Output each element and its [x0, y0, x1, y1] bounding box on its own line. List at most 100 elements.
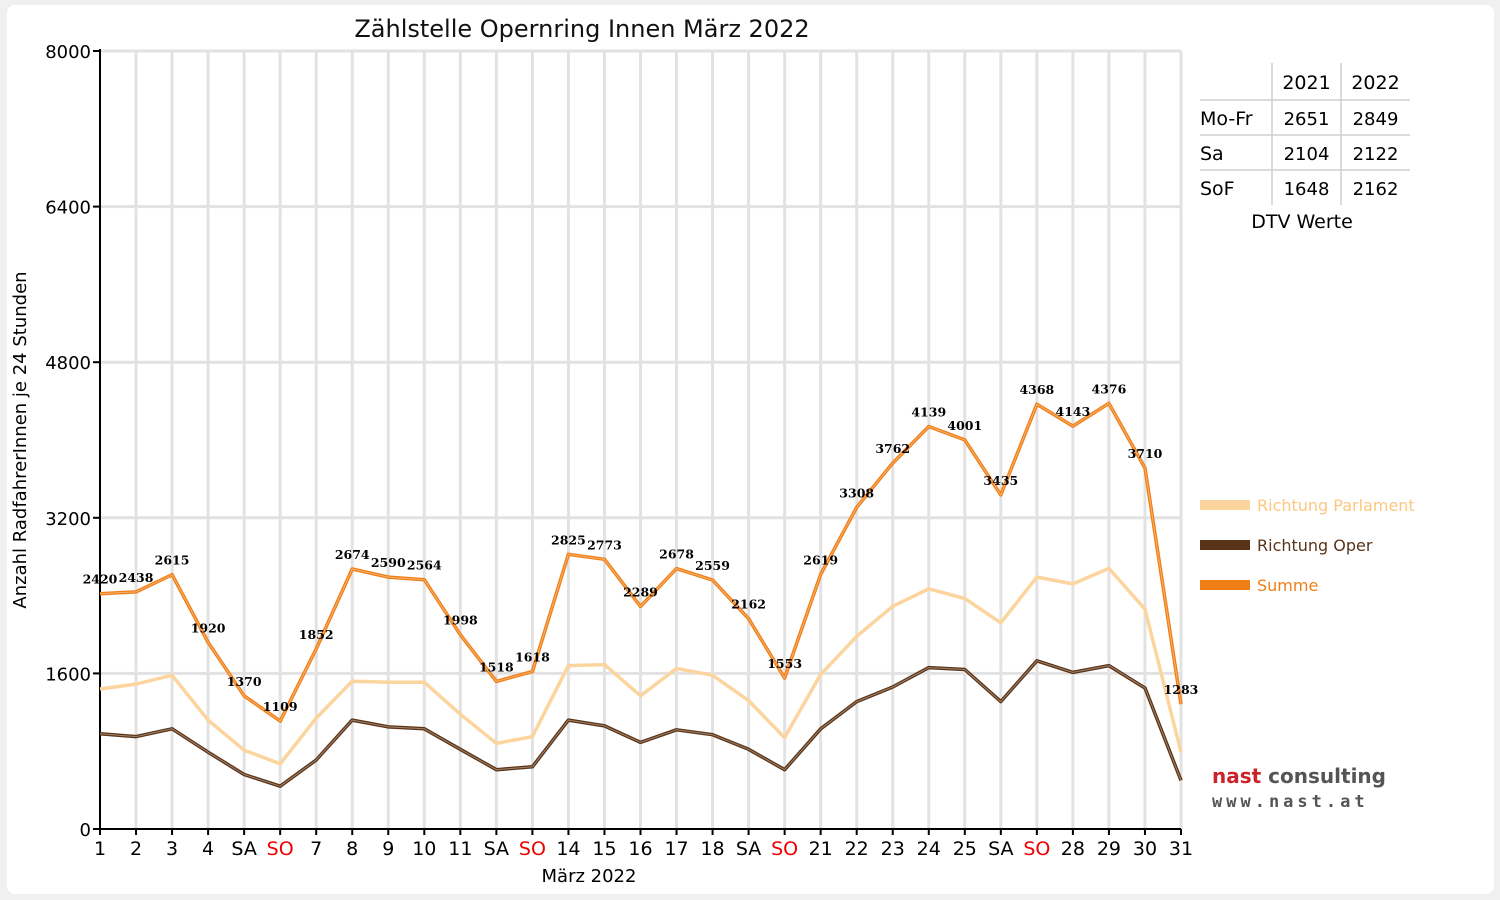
- series-line-0: [99, 566, 1183, 766]
- x-tick-label: SA: [736, 838, 761, 860]
- data-label: 4001: [947, 418, 982, 433]
- x-tick-label: 31: [1169, 838, 1193, 860]
- x-tick-label: 7: [310, 838, 322, 860]
- data-label: 4139: [911, 404, 946, 419]
- data-label: 2289: [623, 584, 658, 599]
- chart-panel: [7, 5, 1494, 894]
- data-label: 2615: [155, 553, 190, 568]
- data-label: 2674: [335, 547, 370, 562]
- data-label: 1852: [299, 627, 334, 642]
- data-label: 2590: [371, 555, 406, 570]
- dtv-row-label: Sa: [1200, 143, 1224, 165]
- legend-label: Richtung Oper: [1257, 536, 1373, 555]
- x-tick-label: SO: [267, 838, 294, 860]
- legend-swatch: [1200, 540, 1250, 550]
- dtv-row-label: SoF: [1200, 178, 1235, 200]
- x-tick-label: 28: [1061, 838, 1085, 860]
- dtv-cell: 2122: [1353, 144, 1399, 165]
- y-tick-label: 4800: [45, 353, 91, 374]
- data-label: 4376: [1092, 381, 1127, 396]
- dtv-cell: 1648: [1284, 179, 1330, 200]
- data-label: 2162: [731, 597, 766, 612]
- series-lines: [99, 401, 1183, 788]
- y-tick-label: 8000: [45, 42, 91, 63]
- dtv-cell: 2162: [1353, 179, 1399, 200]
- data-label: 2678: [659, 547, 694, 562]
- x-tick-label: 23: [881, 838, 905, 860]
- data-label: 1920: [191, 620, 226, 635]
- legend-swatch: [1200, 500, 1250, 510]
- data-label: 2564: [407, 558, 442, 573]
- x-tick-label: 15: [592, 838, 616, 860]
- x-tick-label: 17: [664, 838, 688, 860]
- dtv-cell: 2849: [1353, 109, 1399, 130]
- x-tick-label: 18: [700, 838, 724, 860]
- x-tick-label: 21: [809, 838, 833, 860]
- data-label: 1553: [767, 656, 802, 671]
- x-tick-label: 11: [448, 838, 472, 860]
- x-tick-label: 22: [845, 838, 869, 860]
- data-label: 2438: [119, 570, 154, 585]
- y-axis-title: Anzahl RadfahrerInnen je 24 Stunden: [10, 271, 31, 608]
- data-label: 2619: [803, 552, 838, 567]
- y-tick-label: 1600: [45, 664, 91, 685]
- x-tick-label: 30: [1133, 838, 1157, 860]
- x-tick-label: 9: [382, 838, 394, 860]
- logo-url: www.nast.at: [1212, 792, 1369, 812]
- logo-name: nast consulting: [1212, 764, 1386, 788]
- dtv-cell: 2104: [1284, 144, 1330, 165]
- data-label: 3308: [839, 485, 874, 500]
- legend-label: Summe: [1257, 576, 1318, 595]
- logo-name-part1: nast: [1212, 764, 1262, 788]
- data-label: 1283: [1164, 682, 1199, 697]
- data-label: 1109: [263, 699, 298, 714]
- data-label: 4143: [1056, 404, 1091, 419]
- series-line-highlight-2: [99, 402, 1182, 722]
- data-label: 1370: [227, 674, 262, 689]
- dtv-column-header: 2021: [1282, 72, 1330, 94]
- data-label: 1998: [443, 613, 478, 628]
- data-label: 3762: [875, 441, 910, 456]
- x-tick-label: SO: [519, 838, 546, 860]
- x-tick-label: 3: [166, 838, 178, 860]
- y-tick-label: 3200: [45, 509, 91, 530]
- dtv-table: 2021 2022 Mo-Fr 2651 2849 Sa 2104 2122 SoF 1648 21…: [1200, 63, 1410, 233]
- chart-title: Zählstelle Opernring Innen März 2022: [354, 15, 809, 43]
- dtv-cell: 2651: [1284, 109, 1330, 130]
- x-tick-label: SO: [1023, 838, 1050, 860]
- x-tick-label: 8: [346, 838, 358, 860]
- dtv-caption: DTV Werte: [1251, 211, 1353, 233]
- data-label: 2825: [551, 532, 586, 547]
- legend-swatch: [1200, 580, 1250, 590]
- legend: Richtung Parlament Richtung Oper Summe: [1200, 496, 1415, 595]
- dtv-column-header: 2022: [1351, 72, 1399, 94]
- legend-label: Richtung Parlament: [1257, 496, 1415, 515]
- company-logo: nast consulting www.nast.at: [1200, 750, 1443, 825]
- data-label: 3435: [983, 473, 1018, 488]
- x-tick-label: 25: [953, 838, 977, 860]
- x-tick-label: 16: [628, 838, 652, 860]
- series-line-highlight-1: [99, 660, 1182, 787]
- x-tick-label: SA: [988, 838, 1013, 860]
- x-tick-label: 14: [556, 838, 580, 860]
- data-label: 1518: [479, 659, 514, 674]
- grid-lines: [100, 49, 1183, 829]
- x-tick-label: 24: [917, 838, 941, 860]
- x-tick-label: 2: [130, 838, 142, 860]
- logo-name-part2: consulting: [1268, 764, 1386, 788]
- x-axis-title: März 2022: [542, 866, 637, 887]
- data-label: 2420: [83, 572, 118, 587]
- x-tick-label: 4: [202, 838, 214, 860]
- x-tick-label: 29: [1097, 838, 1121, 860]
- x-tick-label: 10: [412, 838, 436, 860]
- y-tick-label: 0: [80, 820, 91, 841]
- data-label: 2773: [587, 537, 622, 552]
- x-tick-label: SA: [484, 838, 509, 860]
- data-label: 4368: [1019, 382, 1054, 397]
- dtv-row-label: Mo-Fr: [1200, 108, 1253, 130]
- data-label: 2559: [695, 558, 730, 573]
